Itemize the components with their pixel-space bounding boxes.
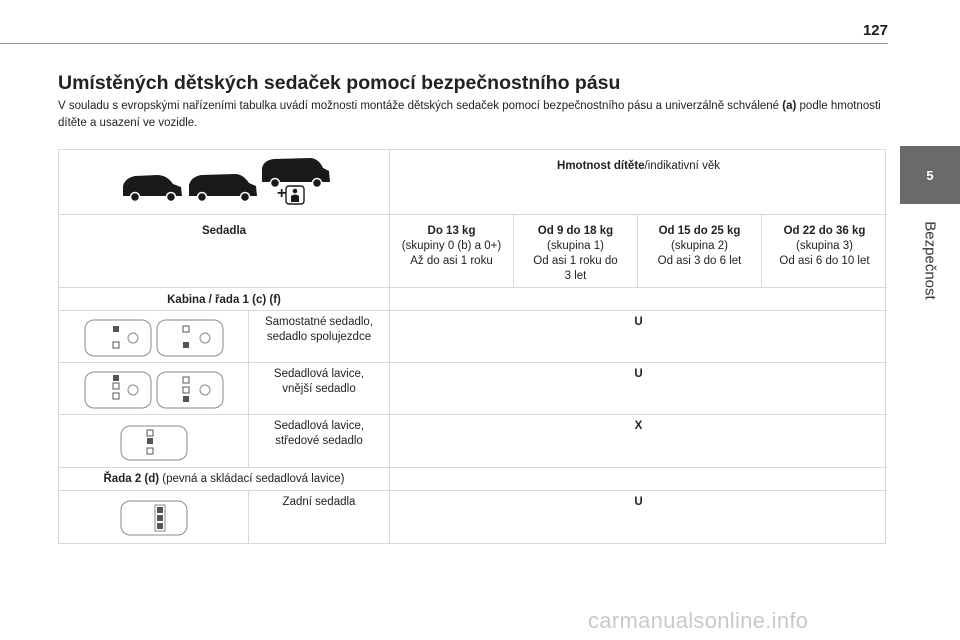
chapter-label: Bezpečnost (921, 220, 939, 300)
watermark: carmanualsonline.info (588, 608, 809, 633)
row-4-seat: Zadní sedadla (249, 491, 390, 544)
van-icons: + (123, 158, 330, 205)
intro-ref: (a) (782, 100, 797, 112)
group-1-header: Od 9 do 18 kg (skupina 1) Od asi 1 roku do… (514, 215, 638, 288)
page-number: 127 (862, 22, 888, 39)
group-0-header: Do 13 kg (skupiny 0 (b) a 0+) Až do asi 1 … (390, 215, 514, 288)
row-2-diagram (59, 363, 249, 415)
row-1-value: U (390, 311, 887, 363)
section-cabin-spacer (390, 288, 887, 311)
row-2-seat: Sedadlová lavice, vnější sedadlo (249, 363, 390, 415)
row-1-diagram (59, 311, 249, 363)
seat-diagram-icon (120, 500, 188, 536)
seat-diagram-icon (120, 425, 188, 461)
section-cabin: Kabina / řada 1 (c) (f) (59, 288, 390, 311)
intro-paragraph: V souladu s evropskými nařízeními tabulk… (58, 100, 881, 129)
vehicle-icons-cell: + (59, 150, 390, 215)
group-3-header: Od 22 do 36 kg (skupina 3) Od asi 6 do 10 … (762, 215, 887, 288)
weight-header: Hmotnost dítěte/indikativní věk (390, 150, 887, 215)
row-4-value: U (634, 496, 643, 508)
chapter-number: 5 (926, 167, 934, 183)
page-title: Umístěných dětských sedaček pomocí bezpe… (58, 72, 621, 94)
section-row-2: Řada 2 (d) (pevná a skládací sedadlová l… (59, 468, 390, 491)
row-3-diagram (59, 415, 249, 468)
seat-diagram-icon (84, 319, 224, 357)
svg-text:+: + (277, 185, 286, 202)
seat-diagram-icon (84, 371, 224, 409)
section-row-2-spacer (390, 468, 887, 491)
row-3-seat: Sedadlová lavice, středové sedadlo (249, 415, 390, 468)
row-2-value: U (390, 363, 887, 415)
seats-header: Sedadla (59, 215, 390, 288)
group-2-header: Od 15 do 25 kg (skupina 2) Od asi 3 do 6 l… (638, 215, 762, 288)
chapter-tab[interactable]: 5 (900, 146, 960, 204)
row-1-seat: Samostatné sedadlo, sedadlo spolujezdce (249, 311, 390, 363)
child-seat-table: + Hmotnost dítěte/indikativní věk Sedadl… (58, 149, 887, 544)
row-4-diagram (59, 491, 249, 544)
top-rule (0, 43, 888, 44)
row-3-value: X (390, 415, 887, 468)
